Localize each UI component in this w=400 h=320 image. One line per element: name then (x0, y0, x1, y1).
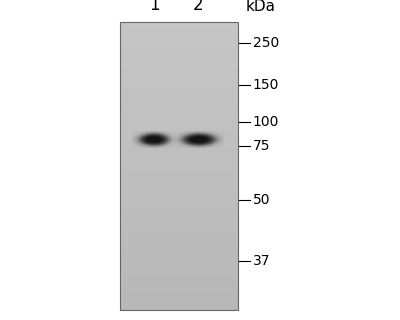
Bar (120, 188, 238, 192)
Bar (120, 274, 238, 278)
Bar (120, 203, 238, 206)
Bar (120, 123, 238, 127)
Bar (120, 76, 238, 80)
Bar (120, 120, 238, 124)
Text: 2: 2 (193, 0, 203, 14)
Bar (120, 303, 238, 307)
Bar (120, 224, 238, 228)
Bar (120, 238, 238, 242)
Bar (120, 33, 238, 37)
Bar (120, 127, 238, 131)
Bar (120, 256, 238, 260)
Bar (120, 166, 238, 170)
Bar (120, 62, 238, 66)
Text: 150: 150 (253, 78, 279, 92)
Bar (120, 141, 238, 145)
Bar (120, 51, 238, 55)
Bar (120, 87, 238, 91)
Bar (120, 91, 238, 95)
Bar (120, 148, 238, 152)
Bar (120, 300, 238, 303)
Bar (120, 177, 238, 181)
Bar (120, 152, 238, 156)
Bar (120, 213, 238, 217)
Bar (120, 163, 238, 167)
Bar (120, 55, 238, 59)
Text: 100: 100 (253, 115, 279, 129)
Bar (120, 260, 238, 264)
Bar (120, 210, 238, 213)
Bar (120, 80, 238, 84)
Bar (120, 109, 238, 113)
Bar (120, 159, 238, 163)
Text: 37: 37 (253, 254, 270, 268)
Bar (120, 220, 238, 224)
Bar (120, 138, 238, 141)
Bar (120, 22, 238, 310)
Bar (120, 44, 238, 48)
Bar (120, 66, 238, 69)
Bar (120, 253, 238, 257)
Bar (120, 112, 238, 116)
Bar (120, 282, 238, 285)
Text: 50: 50 (253, 193, 270, 207)
Bar (120, 249, 238, 253)
Bar (120, 156, 238, 159)
Bar (120, 184, 238, 188)
Bar (120, 22, 238, 26)
Text: 1: 1 (149, 0, 159, 14)
Bar (120, 231, 238, 235)
Bar (120, 37, 238, 41)
Bar (120, 267, 238, 271)
Bar (120, 195, 238, 199)
Bar (120, 217, 238, 221)
Bar (120, 69, 238, 73)
Bar (120, 134, 238, 138)
Bar (120, 26, 238, 30)
Bar (120, 48, 238, 52)
Bar (120, 173, 238, 178)
Bar (120, 245, 238, 250)
Bar (120, 264, 238, 268)
Bar (120, 278, 238, 282)
Bar (120, 73, 238, 77)
Bar (120, 228, 238, 231)
Text: 75: 75 (253, 139, 270, 153)
Bar (120, 292, 238, 296)
Bar (120, 192, 238, 196)
Bar (120, 170, 238, 174)
Bar (120, 307, 238, 311)
Bar (120, 30, 238, 34)
Bar (120, 289, 238, 293)
Bar (120, 105, 238, 109)
Bar (120, 130, 238, 134)
Bar (120, 296, 238, 300)
Bar (120, 285, 238, 289)
Bar (120, 145, 238, 149)
Bar (120, 199, 238, 203)
Text: 250: 250 (253, 36, 279, 50)
Bar (120, 98, 238, 102)
Bar (120, 271, 238, 275)
Bar (120, 181, 238, 185)
Bar (120, 58, 238, 62)
Bar (120, 40, 238, 44)
Bar (120, 235, 238, 239)
Bar (120, 94, 238, 98)
Bar (120, 242, 238, 246)
Text: kDa: kDa (246, 0, 276, 14)
Bar (120, 116, 238, 120)
Bar (120, 206, 238, 210)
Bar (120, 101, 238, 106)
Bar (120, 84, 238, 87)
